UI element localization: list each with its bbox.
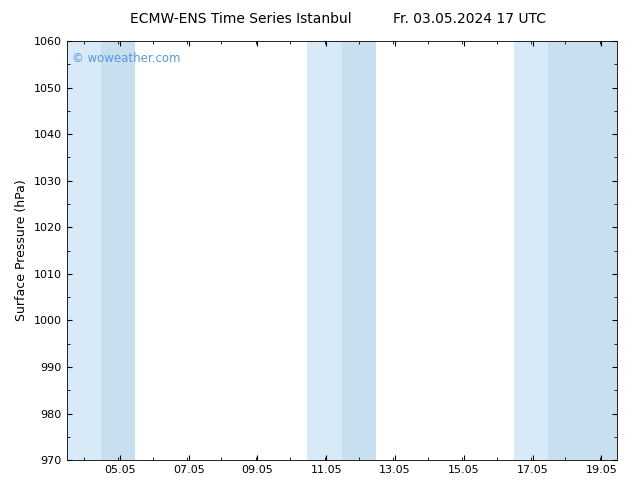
Bar [342, 41, 376, 460]
Bar [67, 41, 101, 460]
Bar [514, 41, 548, 460]
Bar [101, 41, 135, 460]
Bar [307, 41, 342, 460]
Bar [548, 41, 617, 460]
Y-axis label: Surface Pressure (hPa): Surface Pressure (hPa) [15, 180, 28, 321]
Text: © woweather.com: © woweather.com [72, 51, 181, 65]
Text: Fr. 03.05.2024 17 UTC: Fr. 03.05.2024 17 UTC [392, 12, 546, 26]
Text: ECMW-ENS Time Series Istanbul: ECMW-ENS Time Series Istanbul [130, 12, 352, 26]
